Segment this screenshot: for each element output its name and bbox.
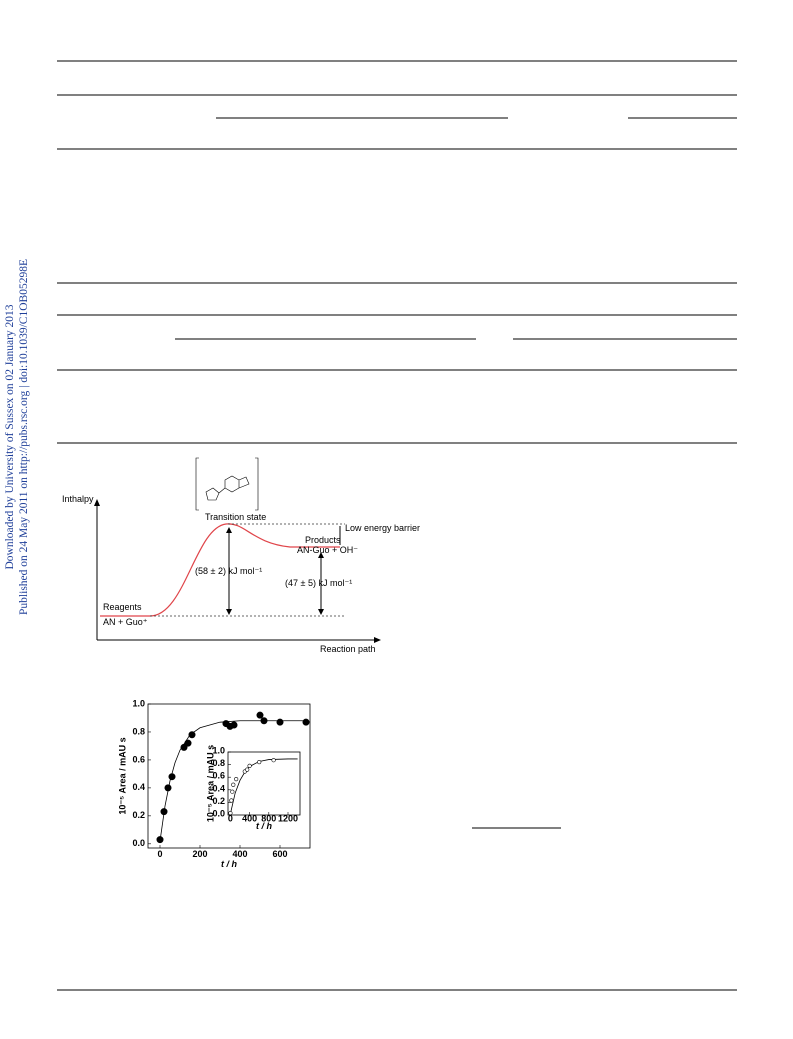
data-point (257, 759, 262, 765)
data-point (229, 798, 234, 803)
y-axis-label: 10⁻⁵ Area / mAU s (206, 745, 216, 822)
data-point (180, 743, 188, 751)
data-point (302, 718, 310, 726)
y-tick-label: 0.2 (212, 796, 225, 806)
x-axis-label: t / h (256, 821, 272, 831)
data-point (230, 789, 235, 794)
y-tick-label: 0.8 (212, 758, 225, 768)
y-tick-label: 0.4 (212, 783, 225, 793)
ts-label: Transition state (205, 512, 266, 522)
reaction-curve (100, 523, 340, 617)
arrow (374, 637, 381, 643)
x-label: Reaction path (320, 644, 376, 654)
x-tick-label: 600 (272, 849, 287, 859)
y-tick-label: 1.0 (212, 746, 225, 756)
x-axis-label: t / h (221, 859, 237, 869)
download-note: Downloaded by University of Sussex on 02… (4, 304, 16, 569)
x-tick-label: 800 (261, 814, 276, 824)
x-tick-label: 1200 (278, 814, 298, 824)
reaction-label: (47 ± 5) kJ mol⁻¹ (285, 578, 352, 588)
x-tick-label: 0 (228, 814, 233, 824)
data-point (256, 711, 264, 719)
data-point (234, 776, 239, 782)
data-point (164, 784, 172, 792)
x-tick-label: 0 (157, 849, 162, 859)
data-point (184, 739, 192, 747)
reagents-formula: AN + Guo⁺ (103, 617, 148, 627)
data-point (168, 773, 176, 781)
x-tick-label: 400 (242, 814, 257, 824)
structure (195, 457, 259, 511)
data-point (260, 717, 268, 725)
products-formula: AN-Guo + OH⁻ (297, 545, 358, 555)
y-tick-label: 0.4 (132, 782, 145, 792)
data-point (271, 758, 276, 763)
data-point (228, 811, 233, 816)
y-tick-label: 0.8 (132, 726, 145, 736)
y-tick-label: 1.0 (132, 698, 145, 708)
data-point (245, 767, 250, 772)
data-point (276, 718, 284, 726)
y-tick-label: 0.0 (212, 809, 225, 819)
data-point (188, 731, 196, 739)
publish-note: Published on 24 May 2011 on http://pubs.… (18, 259, 30, 615)
data-point (230, 721, 238, 729)
plot-frame (227, 751, 301, 816)
data-point (231, 782, 236, 787)
y-tick-label: 0.6 (132, 754, 145, 764)
y-tick-label: 0.0 (132, 838, 145, 848)
y-tick-label: 0.6 (212, 771, 225, 781)
products-label: Products (305, 535, 341, 545)
barrier-label: Low energy barrier (345, 523, 420, 533)
energy-diagram: Inthalpy Reaction path Low energy barrie… (62, 457, 420, 654)
data-point (156, 836, 164, 844)
data-point (247, 763, 252, 768)
arrow (94, 499, 100, 506)
data-point (160, 808, 168, 816)
rules (57, 60, 737, 991)
x-tick-label: 400 (232, 849, 247, 859)
y-tick-label: 0.2 (132, 810, 145, 820)
y-axis-label: 10⁻⁵ Area / mAU s (118, 737, 128, 814)
reagents-label: Reagents (103, 602, 142, 612)
y-label: Inthalpy (62, 494, 94, 504)
activation-label: (58 ± 2) kJ mol⁻¹ (195, 566, 262, 576)
x-tick-label: 200 (192, 849, 207, 859)
